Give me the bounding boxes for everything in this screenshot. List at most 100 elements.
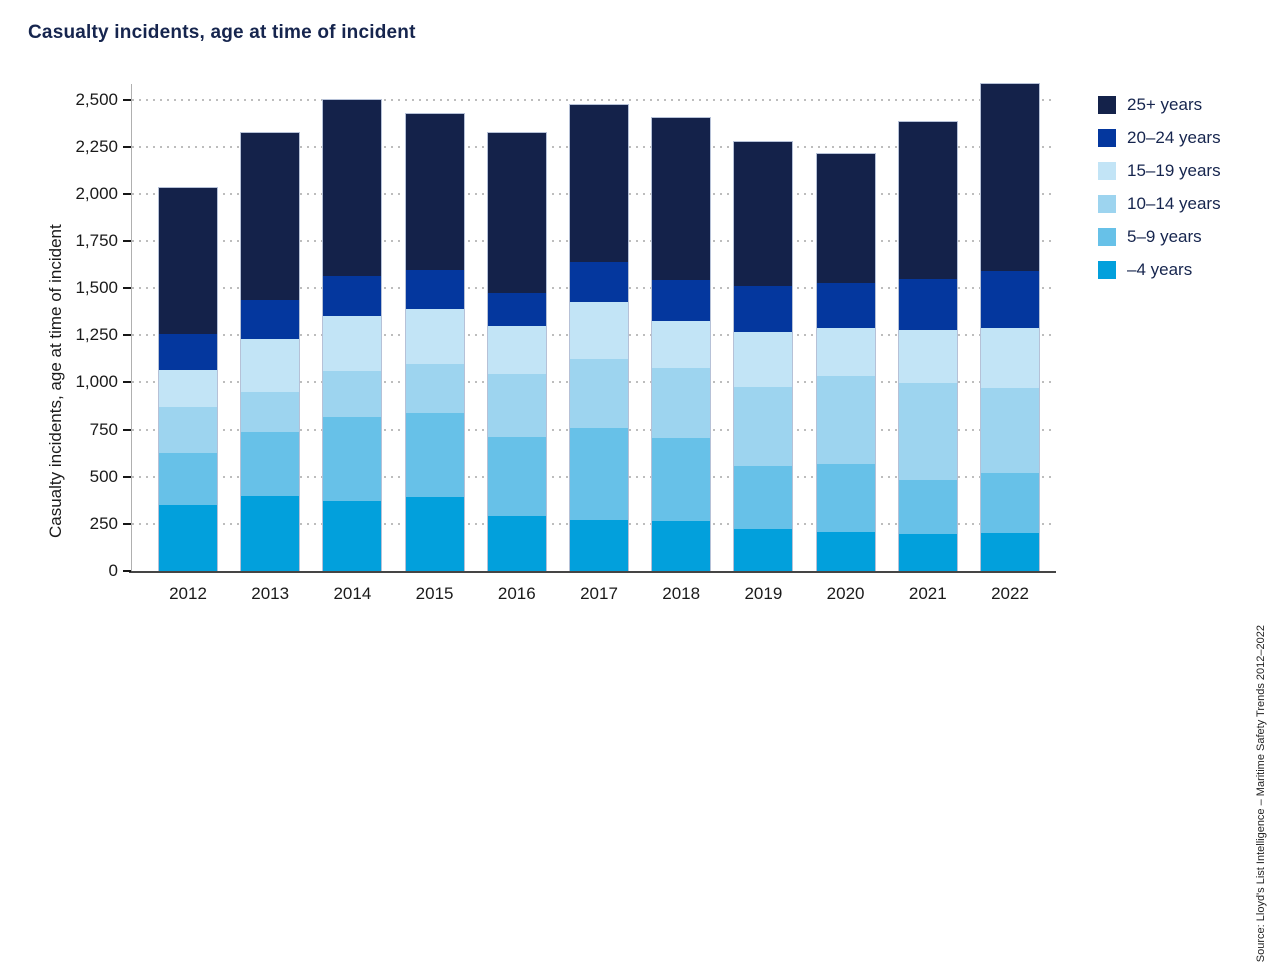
bar-segment-2014-1519y — [323, 316, 382, 372]
y-tick-label-1000: 1,000 — [75, 372, 118, 392]
bar-segment-2021-1014y — [898, 383, 957, 480]
bar-segment-2012-25+y — [159, 188, 217, 335]
bar-segment-2019-1519y — [734, 331, 793, 388]
y-tick-label-2500: 2,500 — [75, 89, 118, 109]
y-tick-label-0: 0 — [108, 561, 118, 580]
y-tick-0 — [123, 570, 131, 572]
chart-title: Casualty incidents, age at time of incid… — [28, 22, 416, 43]
bar-2022 — [980, 83, 1040, 571]
bar-2016 — [486, 132, 547, 571]
y-tick-500 — [123, 475, 131, 478]
bar-segment-2022-59y — [981, 472, 1039, 534]
bar-segment-2022-4y — [981, 533, 1039, 571]
bar-segment-2014-59y — [323, 417, 382, 502]
bar-segment-2016-4y — [487, 516, 546, 571]
bar-segment-2021-59y — [898, 479, 957, 535]
bar-segment-2020-2024y — [816, 283, 875, 328]
gridline-2500 — [132, 98, 1056, 101]
legend-label: 10–14 years — [1127, 194, 1221, 213]
y-tick-label-1750: 1,750 — [75, 230, 118, 250]
bar-segment-2022-2024y — [981, 271, 1039, 328]
bar-segment-2013-1014y — [241, 391, 300, 433]
bar-segment-2014-25+y — [323, 99, 382, 276]
bar-segment-2013-25+y — [241, 132, 300, 301]
legend-swatch-icon — [1098, 195, 1116, 213]
x-axis-baseline — [129, 571, 1056, 573]
bar-segment-2015-25+y — [405, 113, 464, 271]
bar-segment-2014-1014y — [323, 371, 382, 418]
bar-segment-2019-4y — [734, 528, 793, 571]
legend-label: 5–9 years — [1127, 227, 1202, 246]
x-tick-label-2016: 2016 — [497, 584, 536, 603]
bar-segment-2020-59y — [816, 464, 875, 533]
legend-swatch-icon — [1098, 129, 1116, 147]
x-tick-label-2022: 2022 — [991, 584, 1029, 603]
y-tick-750 — [123, 428, 131, 431]
plot-area: 0 250 500 750 1,000 1,250 1,500 1,750 2,000 2,250… — [75, 83, 1056, 603]
y-tick-label-500: 500 — [89, 466, 118, 486]
legend-label: –4 years — [1127, 260, 1193, 279]
source-note: Source: Lloyd's List Intelligence – Mari… — [1255, 625, 1267, 962]
bar-2013 — [240, 131, 301, 571]
x-tick-label-2020: 2020 — [826, 584, 865, 603]
x-tick-label-2019: 2019 — [744, 584, 783, 603]
bar-segment-2014-4y — [323, 501, 382, 571]
bar-2014 — [322, 98, 383, 571]
bar-segment-2017-4y — [570, 520, 628, 571]
bar-segment-2016-1014y — [487, 373, 546, 438]
bar-segment-2021-25+y — [898, 122, 957, 279]
legend-item-1014y: 10–14 years — [1098, 194, 1221, 213]
y-tick-2250 — [123, 145, 131, 148]
bar-segment-2012-2024y — [159, 334, 217, 371]
bar-segment-2018-59y — [652, 438, 711, 521]
bar-segment-2019-59y — [734, 466, 793, 529]
bar-segment-2021-4y — [898, 534, 957, 571]
legend-swatch-icon — [1098, 261, 1116, 279]
bar-segment-2015-59y — [405, 412, 464, 498]
bar-segment-2015-2024y — [405, 270, 464, 309]
bar-segment-2014-2024y — [323, 275, 382, 317]
x-tick-label-2012: 2012 — [169, 584, 207, 603]
x-tick-label-2017: 2017 — [580, 584, 618, 603]
bar-segment-2016-1519y — [487, 325, 546, 374]
bar-segment-2017-59y — [570, 427, 628, 521]
bar-2018 — [651, 117, 712, 571]
bar-segment-2022-1519y — [981, 327, 1039, 389]
bar-segment-2015-1014y — [405, 364, 464, 413]
bar-segment-2018-1014y — [652, 368, 711, 438]
y-tick-1750 — [123, 239, 131, 242]
y-tick-1500 — [123, 287, 131, 290]
bar-2019 — [733, 141, 794, 571]
legend: 25+ years 20–24 years 15–19 years 10–14 yea… — [1098, 95, 1221, 294]
legend-item-2024y: 20–24 years — [1098, 128, 1221, 147]
bar-segment-2021-1519y — [898, 329, 957, 384]
y-tick-label-1250: 1,250 — [75, 325, 118, 345]
x-tick-label-2015: 2015 — [415, 584, 454, 603]
x-tick-label-2013: 2013 — [251, 584, 290, 603]
bar-segment-2012-59y — [159, 453, 217, 505]
bar-segment-2015-4y — [405, 497, 464, 571]
bar-2012 — [158, 187, 218, 571]
y-tick-label-1500: 1,500 — [75, 278, 118, 298]
bar-segment-2022-25+y — [981, 84, 1039, 272]
bar-segment-2020-1519y — [816, 327, 875, 376]
y-tick-1250 — [123, 334, 131, 337]
y-tick-2500 — [123, 98, 131, 101]
bar-segment-2020-1014y — [816, 375, 875, 465]
y-tick-250 — [123, 522, 131, 525]
bar-segment-2016-59y — [487, 437, 546, 517]
bar-segment-2017-2024y — [570, 261, 628, 303]
legend-swatch-icon — [1098, 96, 1116, 114]
legend-item-59y: 5–9 years — [1098, 227, 1221, 246]
bar-segment-2018-2024y — [652, 279, 711, 322]
legend-item-1519y: 15–19 years — [1098, 161, 1221, 180]
bar-2020 — [815, 153, 876, 571]
bar-segment-2013-2024y — [241, 300, 300, 340]
y-tick-label-750: 750 — [89, 419, 118, 439]
bar-segment-2015-1519y — [405, 308, 464, 365]
bar-segment-2021-2024y — [898, 278, 957, 330]
bar-segment-2012-4y — [159, 505, 217, 571]
bar-2021 — [897, 121, 958, 571]
bar-2017 — [569, 104, 629, 571]
bar-segment-2019-2024y — [734, 286, 793, 332]
